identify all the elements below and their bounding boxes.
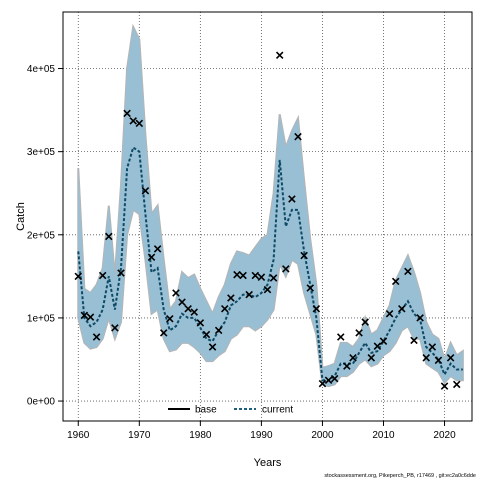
observed-point bbox=[92, 333, 101, 341]
observed-point bbox=[227, 294, 235, 302]
x-tick-label: 1980 bbox=[189, 430, 212, 441]
y-axis-title: Catch bbox=[15, 202, 27, 231]
observed-point bbox=[398, 305, 406, 313]
x-tick-label: 1990 bbox=[250, 430, 273, 441]
x-tick-label: 2010 bbox=[372, 430, 395, 441]
observed-point bbox=[324, 376, 333, 385]
observed-point bbox=[257, 273, 266, 281]
observed-point bbox=[105, 232, 113, 241]
observed-point bbox=[288, 195, 296, 203]
observed-point bbox=[208, 343, 217, 351]
legend: base current bbox=[168, 405, 293, 416]
y-tick-label: 3e+05 bbox=[27, 147, 56, 158]
observed-point bbox=[379, 337, 388, 345]
observed-point bbox=[147, 253, 156, 261]
observed-point bbox=[416, 314, 424, 322]
observed-point bbox=[159, 329, 168, 337]
observed-point bbox=[269, 274, 278, 282]
y-tick-label: 1e+05 bbox=[27, 313, 56, 324]
observed-point bbox=[349, 354, 357, 362]
observed-point bbox=[434, 356, 443, 365]
observed-point bbox=[74, 272, 83, 281]
observed-point bbox=[306, 284, 314, 292]
observed-point bbox=[336, 333, 345, 341]
observed-point bbox=[190, 308, 199, 316]
observed-point bbox=[117, 269, 125, 277]
x-axis-title: Years bbox=[254, 457, 282, 469]
y-tick-label: 0e+00 bbox=[27, 397, 56, 408]
x-axis: 1960 1970 1980 1990 2000 2010 2020 bbox=[67, 421, 456, 441]
observed-point bbox=[221, 305, 229, 313]
observed-point bbox=[214, 326, 223, 335]
observed-point bbox=[300, 251, 308, 260]
observed-point bbox=[275, 51, 284, 59]
plot-frame bbox=[62, 11, 473, 422]
observed-point bbox=[123, 109, 131, 118]
observed-point bbox=[446, 354, 455, 362]
legend-label-current: current bbox=[262, 405, 293, 416]
observed-point bbox=[184, 305, 192, 313]
observed-point bbox=[343, 362, 351, 370]
observed-point bbox=[367, 354, 376, 362]
x-tick-label: 2000 bbox=[311, 430, 334, 441]
observed-point bbox=[111, 324, 119, 332]
observed-point bbox=[355, 329, 363, 337]
x-tick-label: 2020 bbox=[433, 430, 456, 441]
observed-point bbox=[129, 117, 137, 125]
x-tick-label: 1960 bbox=[67, 430, 90, 441]
observed-point bbox=[153, 245, 162, 253]
observed-point bbox=[318, 379, 327, 388]
observed-point bbox=[385, 309, 394, 318]
observed-point bbox=[282, 265, 290, 273]
observed-point bbox=[312, 305, 321, 313]
y-tick-label: 2e+05 bbox=[27, 230, 56, 241]
observed-point bbox=[428, 343, 437, 351]
observed-point bbox=[239, 271, 247, 280]
y-axis: 0e+00 1e+05 2e+05 3e+05 4e+05 bbox=[27, 64, 63, 408]
legend-label-base: base bbox=[195, 405, 217, 416]
observed-point bbox=[196, 319, 205, 327]
observed-point bbox=[80, 311, 89, 320]
observed-point bbox=[373, 342, 382, 350]
observed-point bbox=[452, 380, 461, 389]
observed-point bbox=[251, 271, 260, 280]
observed-point bbox=[233, 270, 241, 279]
observed-point bbox=[440, 382, 449, 390]
observed-point bbox=[422, 354, 430, 362]
current-estimate-line bbox=[77, 145, 463, 382]
observed-point bbox=[410, 336, 418, 345]
observed-point bbox=[141, 186, 150, 195]
observed-point bbox=[172, 289, 180, 297]
observed-point bbox=[330, 374, 339, 383]
observed-point bbox=[135, 119, 144, 128]
observed-point bbox=[391, 277, 400, 286]
x-tick-label: 1970 bbox=[128, 430, 151, 441]
observed-point bbox=[294, 132, 302, 141]
observed-point bbox=[202, 330, 211, 339]
observed-point bbox=[263, 285, 272, 294]
footer-credit: stockassessment.org, Pikeperch_PB, r1746… bbox=[324, 473, 476, 479]
confidence-bands bbox=[77, 23, 464, 388]
observed-point bbox=[98, 271, 107, 280]
series-lines bbox=[77, 145, 463, 382]
observed-point bbox=[361, 318, 369, 326]
observed-point bbox=[245, 290, 253, 299]
current-band bbox=[78, 26, 463, 387]
observed-points bbox=[74, 51, 461, 390]
y-tick-label: 4e+05 bbox=[27, 64, 56, 75]
observed-point bbox=[86, 313, 95, 321]
observed-point bbox=[404, 267, 412, 276]
observed-point bbox=[178, 298, 186, 306]
observed-point bbox=[166, 314, 174, 323]
